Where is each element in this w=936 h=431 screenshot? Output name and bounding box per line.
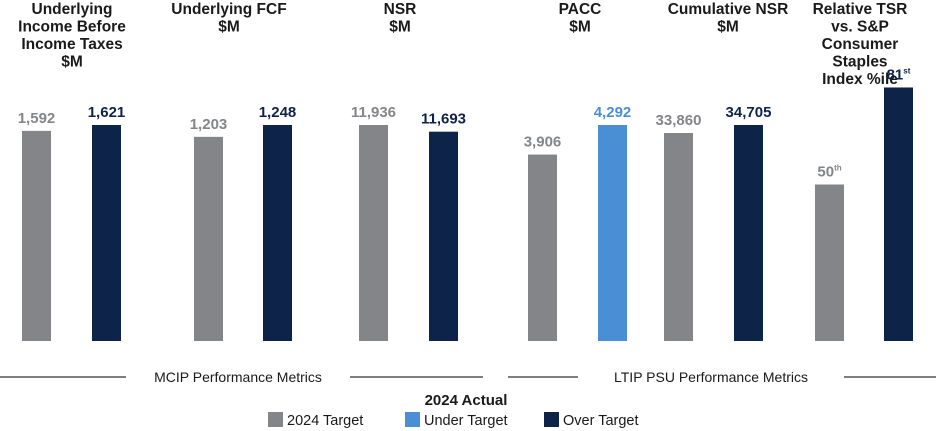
target-value-label: 33,860 <box>656 112 702 129</box>
legend-label-target: 2024 Target <box>287 413 363 429</box>
target-value-label: 50th <box>817 164 841 181</box>
metric-title-line: vs. S&P <box>831 19 889 36</box>
metric-title-line: Relative TSR <box>813 1 908 18</box>
metric-title-line: NSR <box>384 1 417 18</box>
metric-title-line: Underlying <box>32 1 113 18</box>
target-bar <box>22 130 51 341</box>
actual-value-label: 11,693 <box>421 111 466 128</box>
metric-title-line: Consumer <box>822 36 899 53</box>
actual-value-label: 4,292 <box>594 104 632 121</box>
metric-title-line: Staples <box>832 54 887 71</box>
legend-label-under: Under Target <box>424 413 508 429</box>
metric-title-line: $M <box>717 19 739 36</box>
target-value-label: 1,203 <box>190 116 228 133</box>
actual-value-label: 1,621 <box>88 104 126 121</box>
legend-swatch-target <box>268 412 283 427</box>
metric-title-line: Income Taxes <box>21 36 122 53</box>
target-bar <box>194 136 223 341</box>
target-bar <box>528 154 557 341</box>
metric-title-line: $M <box>218 19 240 36</box>
metric-title-line: PACC <box>559 1 602 18</box>
target-bar <box>815 184 844 341</box>
metric-title-line: Underlying FCF <box>171 1 286 18</box>
metric-title-line: $M <box>569 19 591 36</box>
actual-value-label: 1,248 <box>259 104 297 121</box>
target-bar <box>359 125 388 341</box>
section-label: LTIP PSU Performance Metrics <box>614 369 808 385</box>
target-value-label: 1,592 <box>18 110 56 127</box>
ordinal-suffix: th <box>834 164 842 173</box>
legend-swatch-over <box>544 412 559 427</box>
target-value-label: 3,906 <box>524 134 562 151</box>
target-value-label: 11,936 <box>351 104 396 121</box>
actual-bar <box>263 125 292 341</box>
section-label: MCIP Performance Metrics <box>154 369 322 385</box>
actual-bar <box>92 125 121 341</box>
metric-title-line: $M <box>389 19 411 36</box>
legend-title: 2024 Actual <box>425 392 508 409</box>
metric-title-line: $M <box>61 54 83 71</box>
actual-value-label: 34,705 <box>726 104 772 121</box>
legend-label-over: Over Target <box>563 413 639 429</box>
actual-bar <box>884 87 913 341</box>
metric-title-line: Index %ile <box>822 71 898 88</box>
target-bar <box>664 133 693 341</box>
metric-title-line: Cumulative NSR <box>668 1 789 18</box>
legend-swatch-under <box>405 412 420 427</box>
actual-bar <box>734 125 763 341</box>
actual-bar <box>598 125 627 341</box>
actual-value-label: 81st <box>887 66 911 83</box>
ordinal-suffix: st <box>903 66 910 75</box>
actual-bar <box>429 131 458 341</box>
metric-title-line: Income Before <box>18 19 126 36</box>
